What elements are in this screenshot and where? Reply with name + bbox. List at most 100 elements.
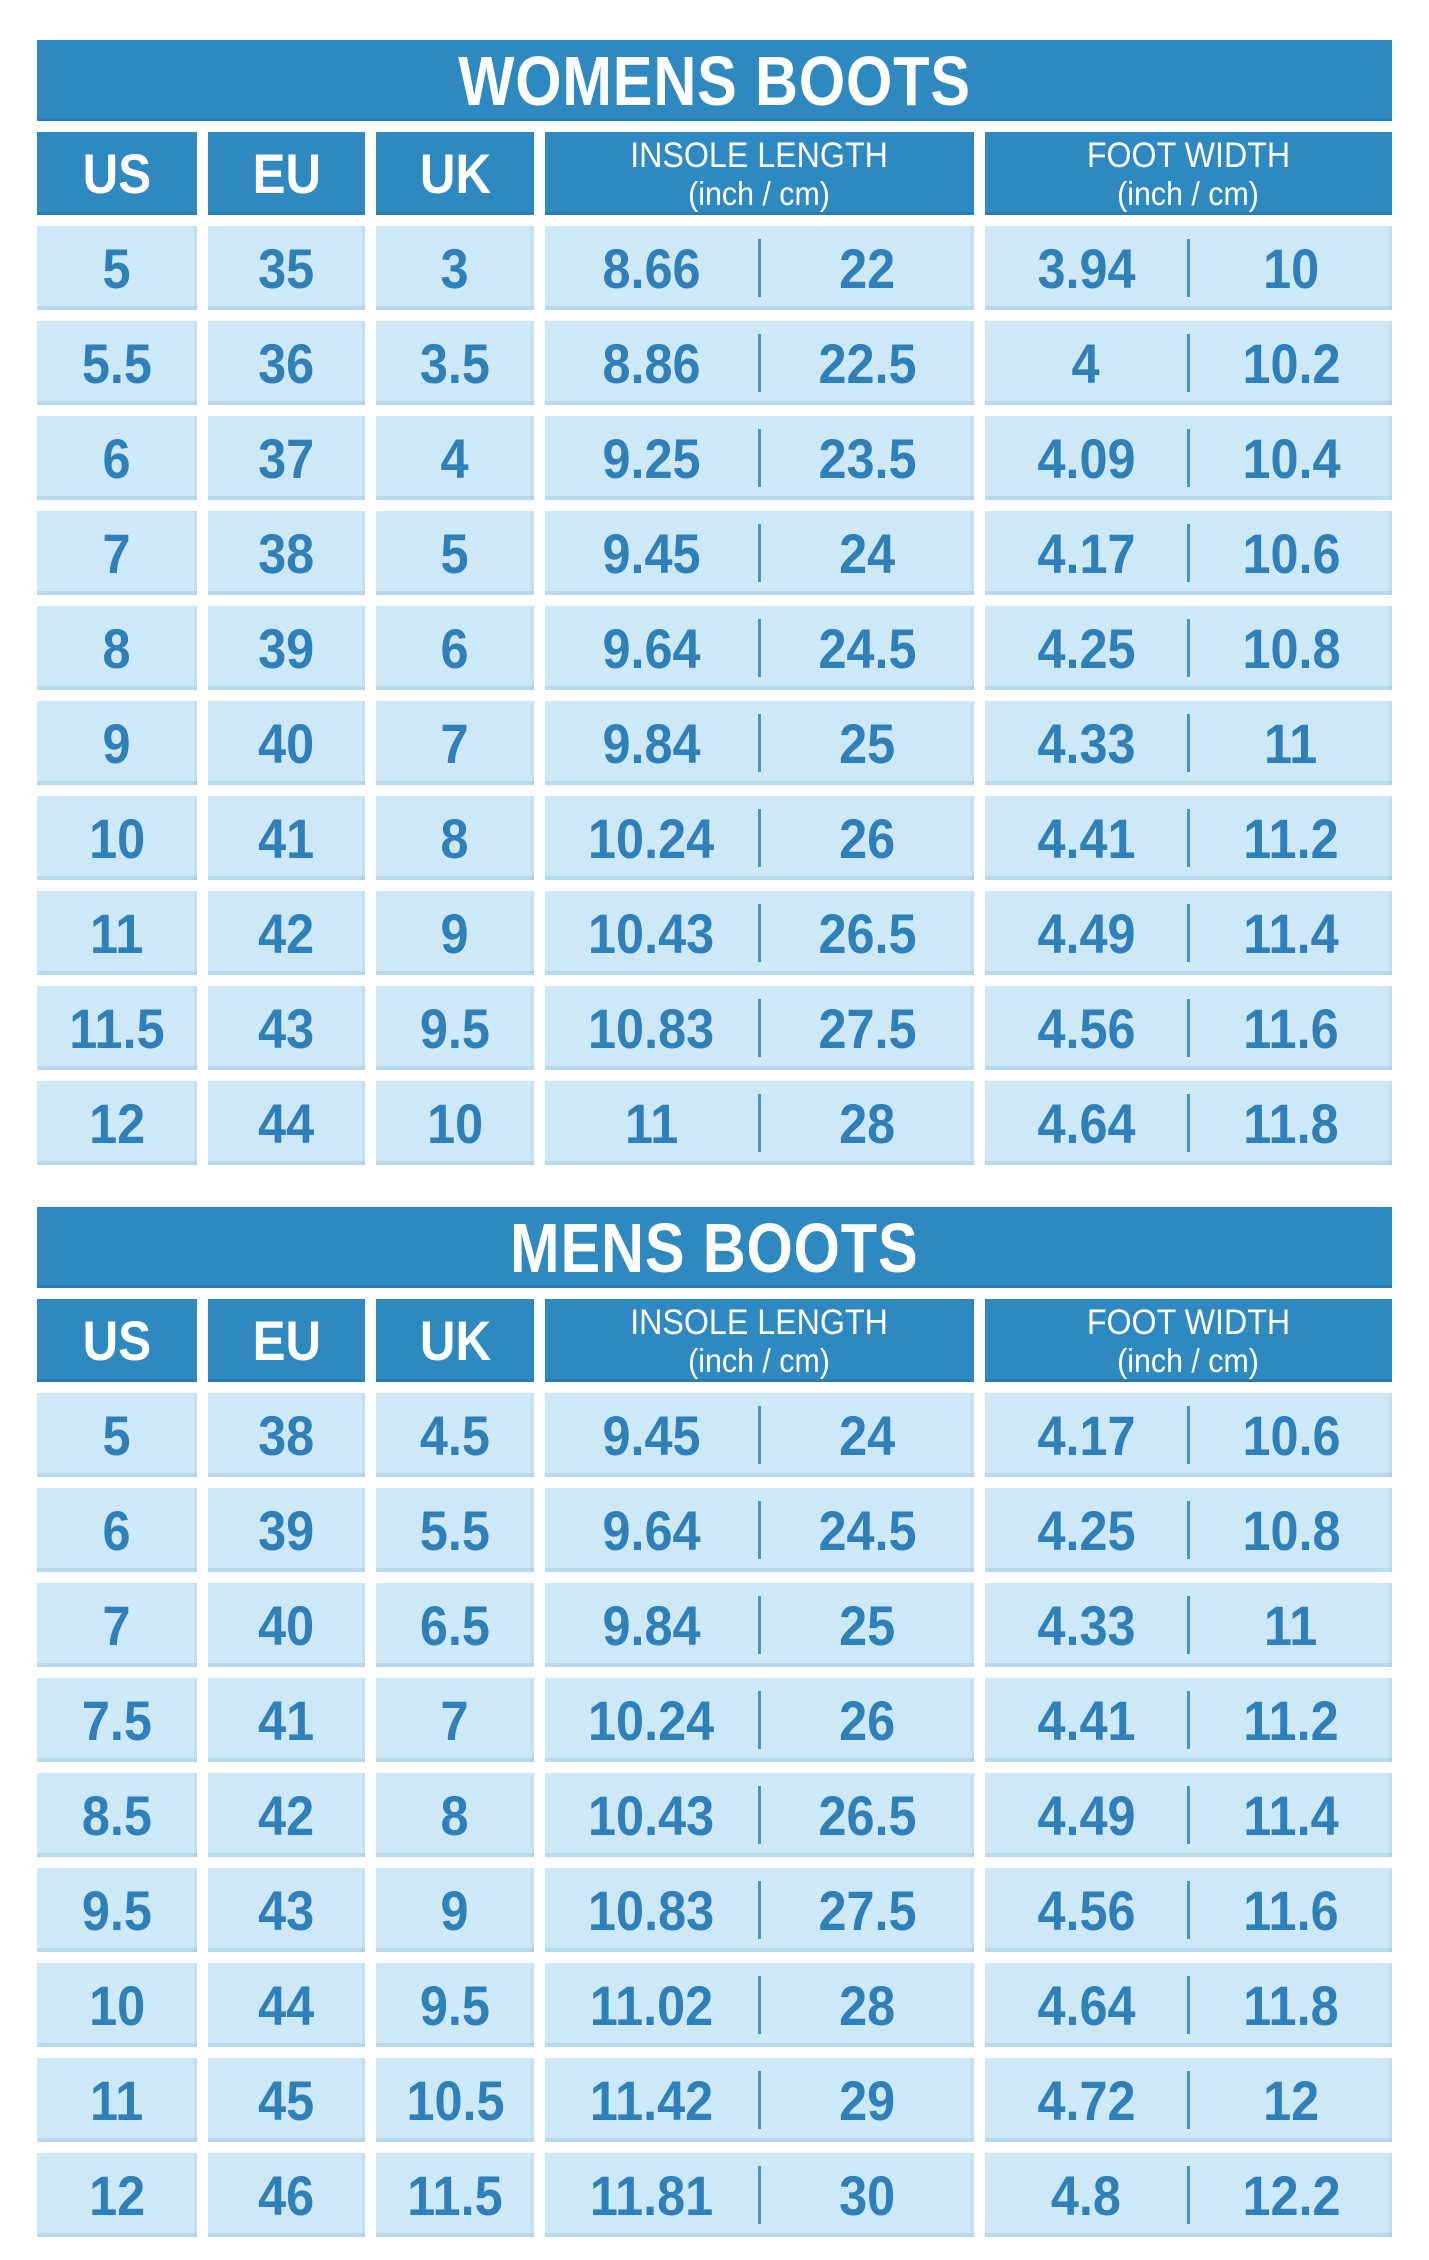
foot-cm-value: 12 — [1262, 2068, 1320, 2132]
insole-inch-value: 10.43 — [588, 1783, 715, 1847]
cell-insole-length: 10.43 26.5 — [545, 1773, 974, 1857]
cell-us: 12 — [37, 1081, 197, 1165]
insole-inch-value: 11.81 — [589, 2163, 714, 2227]
cell-eu: 46 — [208, 2153, 365, 2237]
insole-inch-value: 11 — [624, 1091, 679, 1155]
foot-inch-value: 4.64 — [1036, 1091, 1136, 1155]
foot-inch-value: 4.25 — [1036, 1498, 1136, 1562]
inch-cm-divider — [1187, 809, 1190, 867]
foot-cm-value: 11.6 — [1243, 1878, 1339, 1942]
insole-length-label: INSOLE LENGTH — [630, 135, 889, 175]
foot-cm-value: 10.8 — [1241, 1498, 1341, 1562]
cell-uk: 9 — [376, 1868, 534, 1952]
insole-cm-value: 28 — [839, 1973, 896, 2037]
inch-cm-divider — [758, 239, 761, 297]
inch-cm-divider — [758, 1094, 761, 1152]
insole-cm-value: 26 — [839, 1688, 896, 1752]
inch-cm-divider — [758, 429, 761, 487]
inch-cm-divider — [1187, 524, 1190, 582]
inch-cm-divider — [758, 2071, 761, 2129]
insole-cm-value: 26.5 — [818, 1783, 917, 1847]
inch-cm-divider — [1187, 429, 1190, 487]
insole-cm-value: 29 — [839, 2068, 896, 2132]
foot-cm-value: 11 — [1264, 1593, 1318, 1657]
insole-cm-value: 27.5 — [818, 1878, 917, 1942]
cell-eu: 44 — [208, 1081, 365, 1165]
insole-cm-value: 24 — [839, 1403, 896, 1467]
cell-us: 11 — [37, 891, 197, 975]
foot-width-label: FOOT WIDTH — [1086, 135, 1291, 175]
inch-cm-divider — [1187, 904, 1190, 962]
foot-cm-value: 10.6 — [1241, 521, 1341, 585]
foot-width-label: FOOT WIDTH — [1086, 1302, 1291, 1342]
foot-cm-value: 11.8 — [1243, 1091, 1339, 1155]
foot-cm-value: 11.6 — [1243, 996, 1339, 1060]
insole-inch-value: 11.42 — [589, 2068, 714, 2132]
insole-inch-value: 10.24 — [588, 1688, 715, 1752]
foot-width-units: (inch / cm) — [1117, 1342, 1260, 1379]
column-header-uk-label: UK — [419, 142, 491, 205]
foot-inch-value: 4.56 — [1036, 1878, 1136, 1942]
insole-length-label: INSOLE LENGTH — [630, 1302, 889, 1342]
insole-inch-value: 8.86 — [602, 331, 701, 395]
cell-insole-length: 9.84 25 — [545, 1583, 974, 1667]
cell-eu: 41 — [208, 1678, 365, 1762]
cell-foot-width: 4.25 10.8 — [985, 606, 1392, 690]
insole-length-units: (inch / cm) — [688, 1342, 831, 1379]
cell-uk: 7 — [376, 1678, 534, 1762]
cell-foot-width: 4.56 11.6 — [985, 1868, 1392, 1952]
cell-eu: 43 — [208, 1868, 365, 1952]
mens-boots-table: MENS BOOTS US EU UK INSOLE LENGTH (inch … — [37, 1207, 1392, 2237]
column-header-eu: EU — [208, 1299, 365, 1382]
inch-cm-divider — [1187, 1691, 1190, 1749]
inch-cm-divider — [758, 619, 761, 677]
insole-cm-value: 28 — [839, 1091, 896, 1155]
cell-foot-width: 4.09 10.4 — [985, 416, 1392, 500]
cell-uk: 10.5 — [376, 2058, 534, 2142]
cell-foot-width: 4.56 11.6 — [985, 986, 1392, 1070]
cell-uk: 8 — [376, 796, 534, 880]
cell-foot-width: 4.41 11.2 — [985, 1678, 1392, 1762]
cell-us: 10 — [37, 1963, 197, 2047]
column-header-us: US — [37, 132, 197, 215]
womens-boots-table: WOMENS BOOTS US EU UK INSOLE LENGTH (inc… — [37, 40, 1392, 1165]
insole-cm-value: 24.5 — [818, 1498, 917, 1562]
foot-inch-value: 4.25 — [1036, 616, 1136, 680]
insole-cm-value: 26.5 — [818, 901, 917, 965]
insole-inch-value: 9.45 — [602, 1403, 701, 1467]
cell-uk: 9.5 — [376, 1963, 534, 2047]
foot-inch-value: 4.17 — [1036, 1403, 1136, 1467]
inch-cm-divider — [1187, 1406, 1190, 1464]
cell-foot-width: 4.33 11 — [985, 701, 1392, 785]
column-header-uk-label: UK — [419, 1309, 491, 1372]
cell-us: 7 — [37, 511, 197, 595]
cell-eu: 40 — [208, 701, 365, 785]
column-header-uk: UK — [376, 1299, 534, 1382]
cell-insole-length: 10.83 27.5 — [545, 1868, 974, 1952]
insole-inch-value: 10.43 — [588, 901, 715, 965]
inch-cm-divider — [758, 1881, 761, 1939]
cell-insole-length: 8.66 22 — [545, 226, 974, 310]
cell-eu: 37 — [208, 416, 365, 500]
foot-cm-value: 12.2 — [1241, 2163, 1341, 2227]
cell-insole-length: 9.45 24 — [545, 511, 974, 595]
cell-insole-length: 10.24 26 — [545, 796, 974, 880]
inch-cm-divider — [758, 1786, 761, 1844]
insole-cm-value: 22.5 — [818, 331, 917, 395]
inch-cm-divider — [758, 1596, 761, 1654]
inch-cm-divider — [758, 1976, 761, 2034]
table-title: MENS BOOTS — [37, 1207, 1392, 1288]
inch-cm-divider — [758, 1501, 761, 1559]
cell-eu: 41 — [208, 796, 365, 880]
insole-inch-value: 10.24 — [588, 806, 715, 870]
inch-cm-divider — [1187, 1881, 1190, 1939]
column-header-insole-length: INSOLE LENGTH (inch / cm) — [545, 132, 974, 215]
insole-length-units: (inch / cm) — [688, 175, 831, 212]
inch-cm-divider — [1187, 2166, 1190, 2224]
foot-cm-value: 11 — [1264, 711, 1318, 775]
cell-uk: 6.5 — [376, 1583, 534, 1667]
cell-uk: 3.5 — [376, 321, 534, 405]
foot-inch-value: 4.8 — [1050, 2163, 1122, 2227]
cell-insole-length: 11.42 29 — [545, 2058, 974, 2142]
